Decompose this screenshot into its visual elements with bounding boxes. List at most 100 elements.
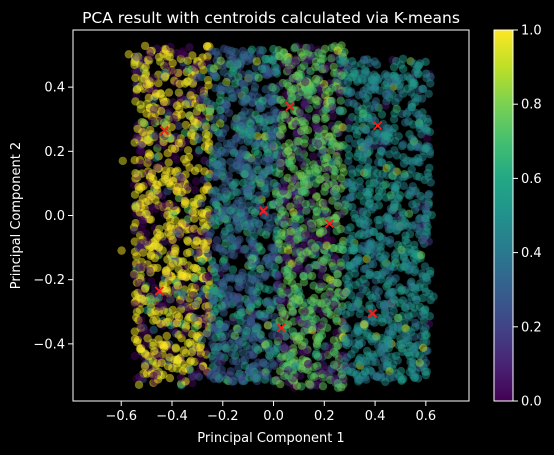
scatter-point: [143, 306, 152, 315]
scatter-point: [168, 259, 178, 268]
centroid-marker: [367, 308, 378, 319]
scatter-point: [376, 136, 385, 146]
scatter-point: [252, 322, 261, 331]
scatter-point: [265, 156, 274, 165]
scatter-point: [391, 274, 400, 283]
y-tick-label: −0.4: [33, 337, 65, 352]
scatter-point: [257, 246, 266, 255]
scatter-point: [415, 227, 425, 236]
scatter-point: [425, 269, 435, 278]
scatter-point: [141, 62, 150, 72]
scatter-point: [373, 169, 382, 178]
scatter-point: [411, 220, 420, 229]
scatter-point: [371, 82, 380, 91]
scatter-point: [231, 59, 241, 68]
scatter-point: [309, 281, 318, 290]
scatter-point: [364, 91, 373, 101]
scatter-point: [340, 357, 349, 366]
scatter-point: [233, 114, 243, 123]
scatter-point: [152, 89, 161, 98]
scatter-point: [381, 70, 390, 79]
scatter-point: [219, 67, 228, 77]
scatter-point: [233, 237, 242, 246]
scatter-point: [346, 223, 355, 232]
scatter-point: [180, 328, 189, 337]
scatter-point: [242, 326, 251, 336]
scatter-point: [394, 341, 404, 350]
scatter-point: [338, 123, 347, 132]
scatter-point: [305, 166, 314, 175]
scatter-point: [149, 325, 158, 334]
scatter-point: [209, 297, 218, 306]
x-tick-label: 0.6: [416, 409, 437, 424]
scatter-point: [367, 367, 376, 376]
scatter-point: [315, 366, 324, 375]
scatter-point: [363, 169, 372, 179]
scatter-point: [287, 183, 296, 192]
scatter-point: [247, 242, 256, 252]
scatter-point: [173, 281, 182, 290]
scatter-point: [391, 97, 400, 107]
scatter-point: [401, 118, 410, 127]
scatter-point: [311, 95, 320, 104]
scatter-point: [369, 352, 378, 362]
scatter-point: [254, 114, 264, 124]
scatter-point: [359, 145, 369, 155]
scatter-point: [415, 351, 424, 360]
scatter-point: [220, 277, 229, 286]
scatter-point: [307, 271, 317, 281]
scatter-point: [318, 382, 328, 391]
scatter-point: [197, 94, 206, 103]
x-tick-label: −0.4: [156, 409, 188, 424]
scatter-point: [200, 156, 209, 165]
scatter-point: [249, 138, 258, 147]
scatter-point: [425, 127, 435, 137]
scatter-point: [408, 120, 418, 129]
scatter-point: [174, 88, 184, 97]
scatter-point: [186, 91, 195, 100]
scatter-point: [389, 262, 399, 272]
scatter-point: [322, 298, 331, 307]
scatter-point: [407, 102, 416, 112]
scatter-point: [311, 315, 321, 324]
scatter-point: [322, 85, 331, 94]
y-tick-label: 0.2: [44, 145, 65, 160]
scatter-point: [329, 62, 338, 72]
scatter-point: [303, 359, 313, 369]
scatter-point: [384, 214, 393, 223]
colorbar-gradient: [494, 30, 513, 401]
x-tick-label: −0.6: [105, 409, 137, 424]
scatter-point: [144, 352, 153, 361]
scatter-point: [425, 289, 434, 298]
scatter-point: [160, 171, 170, 180]
scatter-point: [381, 377, 390, 387]
scatter-point: [370, 252, 379, 262]
scatter-point: [146, 250, 156, 259]
scatter-point: [238, 196, 247, 205]
scatter-point: [228, 316, 238, 326]
scatter-point: [294, 261, 304, 270]
scatter-point: [161, 72, 170, 81]
scatter-point: [297, 364, 306, 373]
scatter-point: [197, 257, 206, 266]
scatter-point: [138, 248, 148, 257]
scatter-point: [380, 301, 390, 310]
scatter-point: [252, 57, 261, 66]
scatter-point: [190, 214, 199, 223]
scatter-point: [158, 201, 167, 211]
scatter-point: [239, 145, 248, 154]
scatter-point: [389, 115, 399, 124]
scatter-point: [181, 273, 191, 282]
scatter-point: [151, 236, 160, 245]
scatter-point: [405, 351, 414, 361]
scatter-point: [235, 89, 244, 98]
scatter-point: [397, 376, 406, 385]
scatter-point: [226, 157, 235, 167]
scatter-point: [279, 341, 288, 351]
scatter-point: [341, 310, 351, 319]
scatter-point: [279, 187, 288, 196]
scatter-point: [364, 138, 373, 147]
scatter-point: [394, 324, 403, 333]
scatter-point: [216, 351, 225, 361]
scatter-point: [354, 327, 363, 337]
